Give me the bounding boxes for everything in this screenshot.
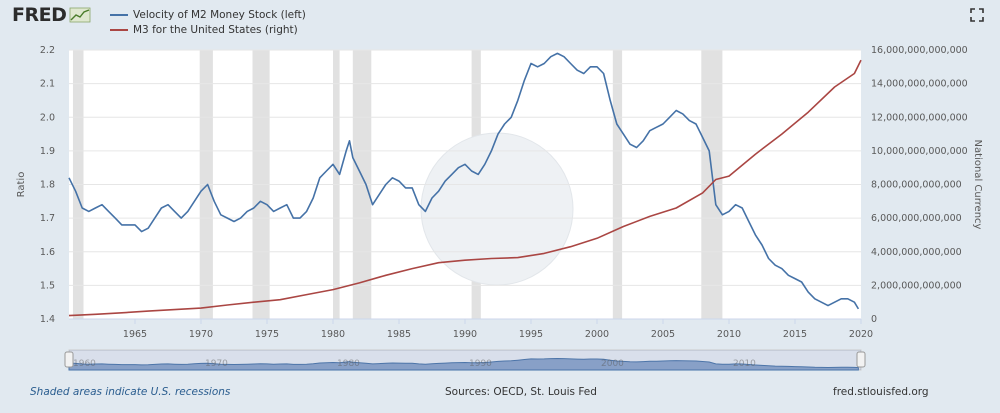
trend-line-icon	[69, 7, 91, 23]
legend-item-velocity[interactable]: Velocity of M2 Money Stock (left)	[110, 7, 306, 22]
left-axis-tick-label: 2.2	[40, 45, 55, 56]
right-axis-tick-label: 10,000,000,000,000	[871, 146, 968, 157]
right-axis-tick-label: 0	[871, 314, 877, 325]
x-axis-tick-label: 2005	[651, 329, 675, 340]
legend-item-m3[interactable]: M3 for the United States (right)	[110, 22, 306, 37]
sources-text: Sources: OECD, St. Louis Fed	[445, 386, 597, 398]
x-axis-tick-label: 1990	[453, 329, 477, 340]
navigator-handle-right[interactable]	[856, 351, 866, 368]
navigator-tick-label: 2010	[733, 359, 756, 369]
logo-text: FRED	[12, 4, 67, 26]
x-axis-tick-label: 1980	[321, 329, 345, 340]
x-axis-tick-label: 1975	[255, 329, 279, 340]
site-link[interactable]: fred.stlouisfed.org	[833, 386, 929, 398]
left-axis-tick-label: 1.5	[40, 280, 55, 291]
x-axis-tick-label: 1995	[519, 329, 543, 340]
x-axis-tick-label: 2015	[783, 329, 807, 340]
left-axis-tick-label: 1.6	[40, 247, 55, 258]
left-axis-tick-label: 1.4	[40, 314, 55, 325]
right-axis-tick-label: 14,000,000,000,000	[871, 79, 968, 90]
right-axis-title: National Currency	[972, 140, 983, 230]
right-axis-tick-label: 4,000,000,000,000	[871, 247, 962, 258]
navigator-tick-label: 1990	[469, 359, 492, 369]
navigator-tick-label: 1960	[73, 359, 96, 369]
navigator-handle-left[interactable]	[64, 351, 74, 368]
chart-legend: Velocity of M2 Money Stock (left) M3 for…	[110, 7, 306, 37]
x-axis-tick-label: 2000	[585, 329, 609, 340]
legend-swatch-blue	[110, 13, 128, 16]
right-axis-tick-label: 6,000,000,000,000	[871, 213, 962, 224]
navigator-tick-label: 1970	[205, 359, 228, 369]
left-axis-tick-label: 2.1	[40, 79, 55, 90]
expand-icon[interactable]	[970, 8, 984, 22]
legend-swatch-red	[110, 28, 128, 31]
series-line-velocity[interactable]	[68, 52, 860, 310]
left-axis-tick-label: 1.7	[40, 213, 55, 224]
navigator-series	[68, 357, 859, 371]
navigator-tick-label: 1980	[337, 359, 360, 369]
x-axis-tick-label: 1965	[123, 329, 147, 340]
legend-label: M3 for the United States (right)	[133, 23, 298, 36]
x-axis-tick-label: 1985	[387, 329, 411, 340]
right-axis-tick-label: 2,000,000,000,000	[871, 280, 962, 291]
left-axis-tick-label: 1.8	[40, 180, 55, 191]
navigator-tick-label: 2000	[601, 359, 624, 369]
right-axis-tick-label: 16,000,000,000,000	[871, 45, 968, 56]
left-axis-tick-label: 2.0	[40, 112, 55, 123]
left-axis-tick-label: 1.9	[40, 146, 55, 157]
chart-header: FRED Velocity of M2 Money Stock (left) M…	[0, 0, 1000, 44]
right-axis-tick-label: 8,000,000,000,000	[871, 180, 962, 191]
right-axis-tick-label: 12,000,000,000,000	[871, 112, 968, 123]
x-axis-tick-label: 2020	[849, 329, 873, 340]
x-axis-tick-label: 1970	[189, 329, 213, 340]
navigator-selection[interactable]	[69, 350, 861, 370]
legend-label: Velocity of M2 Money Stock (left)	[133, 8, 306, 21]
recession-note: Shaded areas indicate U.S. recessions	[30, 386, 231, 398]
series-line-m3[interactable]	[68, 59, 862, 317]
x-axis-tick-label: 2010	[717, 329, 741, 340]
left-axis-title: Ratio	[16, 172, 27, 198]
fred-logo[interactable]: FRED	[12, 4, 91, 26]
